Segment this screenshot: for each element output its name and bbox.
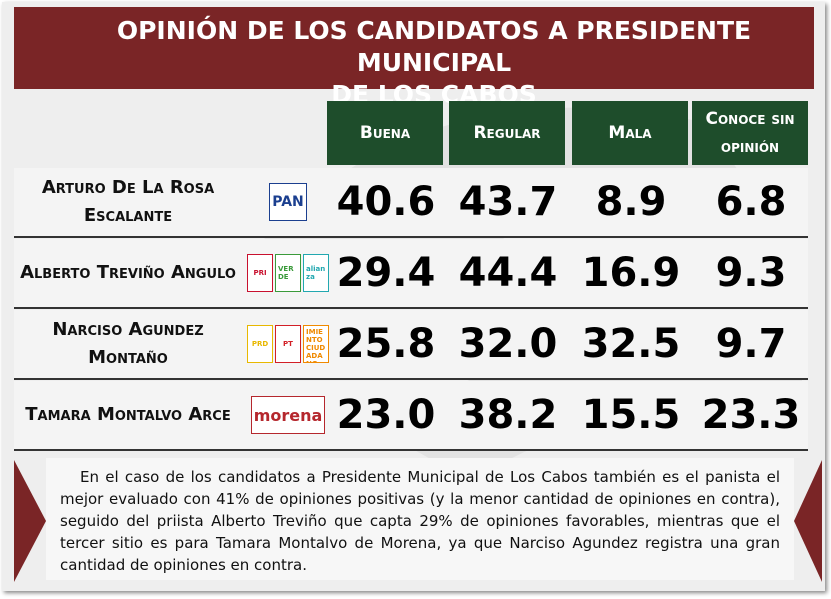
header: OPINIÓN DE LOS CANDIDATOS A PRESIDENTE M… [14,7,814,109]
cell-value: 25.8 [336,321,436,367]
table-row: Tamara Montalvo Arce morena 23.0 38.2 15.5 23… [14,381,808,451]
cell-value: 32.5 [581,321,681,367]
party-logos: PRDPTMOVIMIENTO CIUDADANO [246,324,330,364]
cell-value: 9.7 [715,321,787,367]
column-header: Regular [449,101,565,165]
party-logo: PRD [247,325,273,363]
cell-value: 23.0 [336,392,436,438]
table-row: Arturo De La Rosa Escalante PAN 40.6 43.7 8.… [14,168,808,238]
party-logo: PAN [269,183,307,221]
candidate-name: Arturo De La Rosa Escalante [41,177,215,226]
paragraph: En el caso de los candidatos a President… [46,458,794,580]
cell-value: 32.0 [458,321,558,367]
cell-value: 44.4 [458,250,558,296]
party-logo: alianza [303,254,329,292]
table-row: Narciso Agundez Montaño PRDPTMOVIMIENTO C… [14,310,808,380]
cell-value: 38.2 [458,392,558,438]
column-header: Buena [327,101,443,165]
cell-value: 29.4 [336,250,436,296]
party-logo: PT [275,325,301,363]
cell-value: 40.6 [336,179,436,225]
cell-value: 16.9 [581,250,681,296]
cell-value: 15.5 [581,392,681,438]
decoration [14,460,46,582]
cell-value: 9.3 [715,250,787,296]
cell-value: 8.9 [595,179,667,225]
cell-value: 43.7 [458,179,558,225]
candidate-name: Alberto Treviño Angulo [20,262,236,283]
cell-value: 23.3 [701,392,801,438]
party-logos: morena [246,395,330,435]
party-logo: morena [250,396,326,434]
cell-value: 6.8 [715,179,787,225]
party-logo: MOVIMIENTO CIUDADANO [303,325,329,363]
candidate-name: Narciso Agundez Montaño [52,319,204,368]
decoration [794,460,822,582]
table-row: Alberto Treviño Angulo PRI VERDE alianza 29.… [14,239,808,309]
party-logo: PRI [247,254,273,292]
party-logos: PAN [246,182,330,222]
party-logos: PRI VERDE alianza [246,253,330,293]
column-header: Conoce sin opinión [692,101,808,165]
page: OPINIÓN DE LOS CANDIDATOS A PRESIDENTE M… [2,2,825,591]
column-header: Mala [572,101,688,165]
candidate-name: Tamara Montalvo Arce [25,404,231,425]
party-logo: VERDE [275,254,301,292]
title: OPINIÓN DE LOS CANDIDATOS A PRESIDENTE M… [116,16,752,77]
